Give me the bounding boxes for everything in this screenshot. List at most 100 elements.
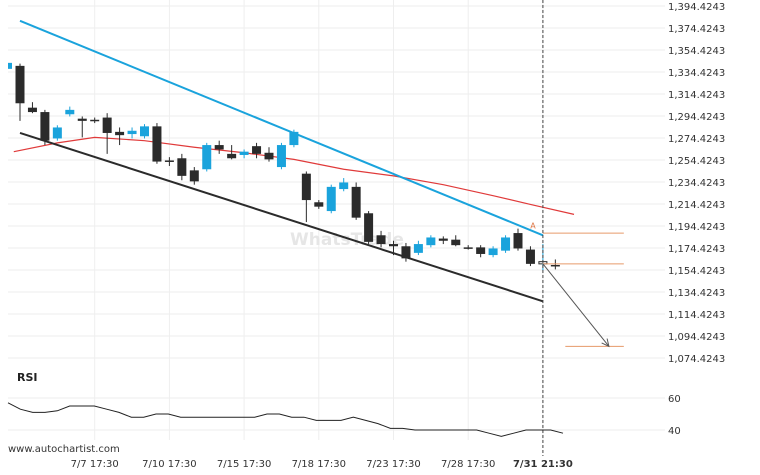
time-tick-label: 7/10 17:30 bbox=[142, 459, 196, 470]
candle-body bbox=[177, 158, 187, 176]
candle bbox=[214, 140, 224, 154]
candle bbox=[140, 124, 149, 139]
price-tick-label: 1,394.4243 bbox=[668, 2, 725, 13]
price-tick-label: 1,214.4243 bbox=[668, 200, 725, 211]
price-tick-label: 1,154.4243 bbox=[668, 266, 725, 277]
moving-average-line bbox=[13, 136, 575, 215]
rsi-tick-label: 40 bbox=[668, 426, 681, 437]
overlays: A bbox=[530, 0, 624, 456]
candle-body bbox=[413, 244, 423, 253]
rsi-line bbox=[7, 402, 564, 437]
price-tick-label: 1,374.4243 bbox=[668, 24, 725, 35]
price-tick-label: 1,114.4243 bbox=[668, 310, 725, 321]
candle-body bbox=[214, 145, 224, 150]
candle bbox=[301, 171, 311, 223]
candle bbox=[314, 200, 324, 209]
candle bbox=[264, 147, 274, 162]
candle bbox=[426, 235, 436, 248]
candle bbox=[152, 123, 162, 164]
candle-body bbox=[476, 247, 486, 254]
candle-body bbox=[513, 233, 523, 249]
time-tick-label: 7/7 17:30 bbox=[71, 459, 119, 470]
candle bbox=[413, 240, 423, 256]
price-tick-label: 1,074.4243 bbox=[668, 354, 725, 365]
candle-body bbox=[65, 109, 75, 115]
candle-body bbox=[501, 237, 511, 251]
candle bbox=[52, 125, 62, 141]
candle bbox=[376, 230, 386, 248]
candle bbox=[401, 242, 411, 262]
candle-body bbox=[164, 160, 174, 162]
candle-body bbox=[252, 146, 262, 154]
candle-body bbox=[40, 112, 50, 141]
candle-body bbox=[227, 153, 237, 159]
watermark: WhatsTrade bbox=[290, 230, 404, 250]
candle bbox=[364, 211, 374, 245]
candle bbox=[77, 116, 87, 138]
candle-body bbox=[15, 65, 25, 104]
candle-body bbox=[426, 237, 436, 246]
footer-url: www.autochartist.com bbox=[8, 444, 120, 455]
price-tick-label: 1,094.4243 bbox=[668, 332, 725, 343]
candle-body bbox=[364, 213, 374, 242]
price-tick-label: 1,294.4243 bbox=[668, 112, 725, 123]
time-tick-label: 7/23 17:30 bbox=[366, 459, 420, 470]
candle-body bbox=[276, 145, 286, 168]
candle-body bbox=[525, 249, 535, 264]
candle bbox=[438, 236, 448, 245]
candle bbox=[177, 153, 187, 181]
candle-body bbox=[389, 244, 398, 247]
candle-body bbox=[550, 264, 560, 267]
candle bbox=[451, 235, 461, 247]
candle-body bbox=[152, 126, 162, 162]
candle bbox=[463, 245, 473, 250]
rsi-title: RSI bbox=[17, 371, 38, 384]
price-tick-label: 1,334.4243 bbox=[668, 68, 725, 79]
time-axis: 7/7 17:30 7/10 17:30 7/15 17:30 7/18 17:30 7… bbox=[71, 459, 573, 470]
candle bbox=[27, 102, 37, 114]
candle-body bbox=[115, 131, 125, 136]
candle bbox=[127, 127, 137, 139]
candle-body bbox=[488, 248, 498, 256]
candle bbox=[65, 106, 75, 117]
price-tick-label: 1,174.4243 bbox=[668, 244, 725, 255]
candle bbox=[115, 127, 125, 146]
candle bbox=[488, 246, 498, 258]
time-tick-label: 7/31 21:30 bbox=[513, 459, 573, 470]
candle-body bbox=[438, 238, 448, 241]
candle-body bbox=[52, 127, 62, 139]
candle-body bbox=[239, 151, 249, 155]
candle-body bbox=[451, 239, 461, 246]
candle-body bbox=[351, 186, 361, 218]
trend-lines bbox=[13, 19, 575, 303]
resistance-line bbox=[19, 19, 544, 237]
candle bbox=[189, 167, 199, 185]
time-tick-label: 7/15 17:30 bbox=[217, 459, 271, 470]
rsi-panel: RSI bbox=[7, 371, 564, 437]
candle-body bbox=[102, 117, 112, 133]
candle bbox=[239, 149, 249, 159]
candle bbox=[501, 235, 511, 253]
candle bbox=[339, 178, 349, 192]
forecast-arrow-line bbox=[542, 263, 610, 347]
time-tick-label: 7/18 17:30 bbox=[292, 459, 346, 470]
candle-body bbox=[189, 170, 199, 182]
price-tick-label: 1,354.4243 bbox=[668, 46, 725, 57]
candle bbox=[40, 109, 50, 146]
candle-body bbox=[326, 186, 336, 212]
price-tick-label: 1,234.4243 bbox=[668, 178, 725, 189]
candle bbox=[102, 113, 112, 154]
candle bbox=[476, 245, 486, 258]
candle bbox=[164, 157, 174, 166]
candle-body bbox=[401, 246, 411, 259]
candle bbox=[227, 145, 237, 160]
support-line bbox=[19, 132, 544, 303]
candle-body bbox=[301, 173, 311, 201]
candle bbox=[202, 142, 212, 172]
candle bbox=[252, 142, 262, 159]
candle-body bbox=[289, 131, 299, 146]
candle-body bbox=[264, 152, 274, 160]
candle-body bbox=[339, 182, 349, 190]
candle bbox=[351, 182, 361, 220]
